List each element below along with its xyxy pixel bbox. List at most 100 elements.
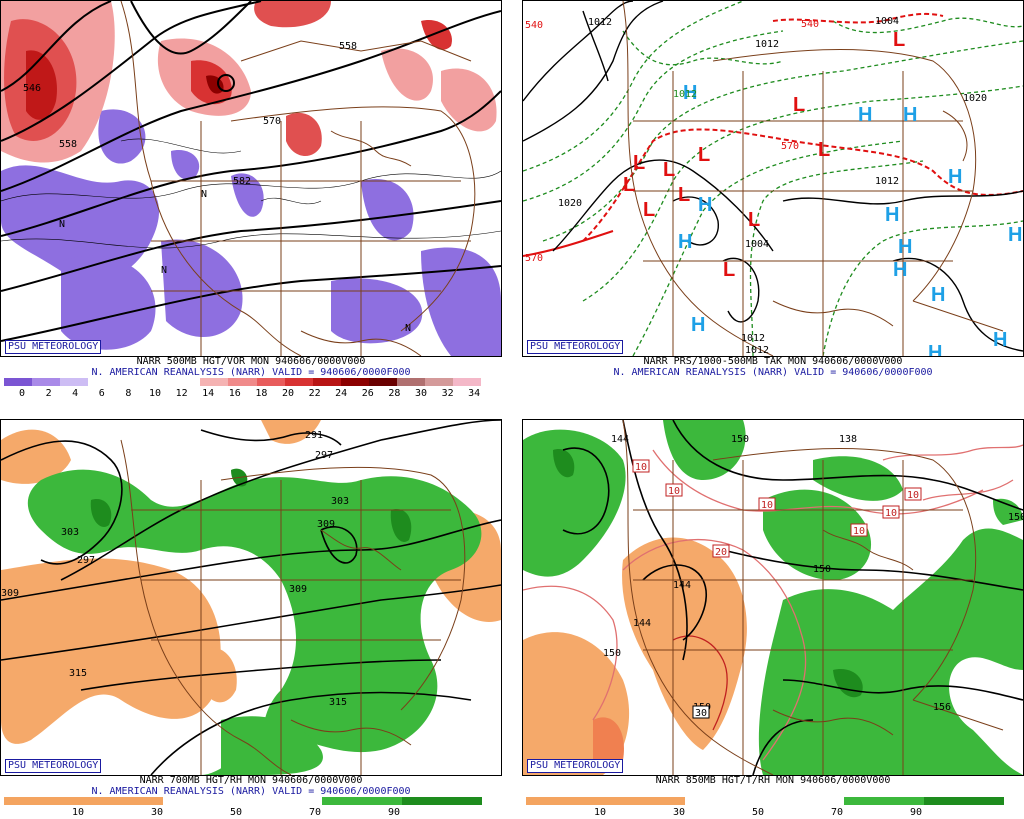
colorbar-tick-label: 30: [672, 807, 686, 818]
colorbar-tick-label: 26: [361, 388, 374, 399]
colorbar-tick-label: 0: [18, 388, 26, 399]
thickness-contours: [523, 1, 1023, 356]
colorbar-tick-label: 70: [830, 807, 844, 818]
colorbar-tick-label: 30: [414, 388, 428, 399]
low-pressure-letter: L: [818, 139, 830, 161]
low-pressure-letter: L: [893, 29, 905, 51]
geography-borders: [120, 1, 476, 356]
colorbar: [4, 797, 482, 805]
temperature-contours: [523, 444, 1023, 761]
high-pressure-letter: H: [698, 194, 712, 216]
colorbar-tick-label: 18: [255, 388, 268, 399]
isobar-label: 1012: [741, 333, 765, 344]
high-pressure-letter: H: [928, 342, 942, 356]
contour-label: 315: [69, 668, 87, 679]
colorbar-tick-label: 90: [387, 807, 401, 818]
colorbar-segment: [368, 378, 398, 386]
contour-label: 546: [23, 83, 41, 94]
panel-title: NARR 700MB HGT/RH MON 940606/0000V000: [139, 775, 363, 786]
vort-positive-area: [254, 1, 331, 28]
colorbar-tick-label: 30: [150, 807, 164, 818]
colorbar-tick-label: 24: [335, 388, 348, 399]
panel-title: NARR 500MB HGT/VOR MON 940606/0000V000: [136, 356, 366, 367]
contour-label: 144: [611, 434, 629, 445]
contour-label: 303: [61, 527, 79, 538]
thickness-critical: [523, 12, 1023, 257]
colorbar-tick-label: 8: [125, 388, 132, 399]
colorbar-segment: [200, 378, 229, 386]
isobar-label: 1012: [588, 17, 612, 28]
vort-positive-area: [381, 48, 433, 101]
colorbar-segment: [144, 378, 173, 386]
temp-label: 10: [761, 500, 773, 511]
temp-label-box: 20: [712, 544, 730, 558]
colorbar: [4, 378, 482, 386]
colorbar-segment: [452, 378, 482, 386]
low-pressure-letter: L: [663, 159, 675, 181]
low-pressure-letter: L: [678, 184, 690, 206]
isobar-labels: 1012 1004 1012 1020 1004 1012 1020 1012 …: [525, 16, 987, 356]
colorbar-tick-label: 28: [388, 388, 401, 399]
contour-label: 558: [339, 41, 357, 52]
colorbar-tick-label: 20: [281, 388, 295, 399]
low-pressure-letter: L: [723, 259, 735, 281]
colorbar-segment: [4, 797, 84, 805]
temp-label: 10: [635, 462, 647, 473]
panel-subtitle: N. AMERICAN REANALYSIS (NARR) VALID = 94…: [91, 367, 411, 378]
isobar-label: 1012: [875, 176, 899, 187]
thickness-label: 540: [525, 20, 543, 31]
high-pressure-letter: H: [678, 231, 692, 253]
colorbar-ticks: 10 30 50 70 90: [526, 807, 1016, 819]
contour-labels: 291 297 303 309 309 303 297 309 315 315: [1, 430, 349, 708]
moist-area: [90, 499, 112, 528]
height-contours: [1, 1, 501, 342]
colorbar-segment: [526, 797, 606, 805]
isobar-label: 1012: [755, 39, 779, 50]
colorbar-tick-label: 16: [228, 388, 241, 399]
temp-label-box: 10: [632, 459, 650, 473]
colorbar-ticks: 0 2 4 6 8 10 12 14 16 18 20 22 24 26 28 30 32 34: [4, 388, 494, 400]
contour-label: 297: [77, 555, 95, 566]
low-pressure-letter: L: [623, 174, 635, 196]
moist-area: [221, 716, 323, 775]
dry-area: [201, 647, 237, 703]
isobar-label: 1020: [963, 93, 987, 104]
isobar-label: 1004: [875, 16, 899, 27]
thickness-label: 570: [525, 253, 543, 264]
map-frame: 291 297 303 309 309 303 297 309 315 315 …: [0, 419, 502, 776]
colorbar-segment: [116, 378, 145, 386]
moist-area: [813, 456, 903, 501]
panel-850mb-temp-rh: 144 150 138 144 150 150 144 150 156 150 …: [522, 419, 1024, 819]
contour-label: 558: [59, 139, 77, 150]
colorbar-segment: [322, 797, 402, 805]
dry-area: [1, 429, 71, 484]
panel-surface-pressure: L L L L L L L L L L L H H H H H H H H H: [522, 0, 1024, 400]
panel-subtitle: N. AMERICAN REANALYSIS (NARR) VALID = 94…: [613, 367, 933, 378]
low-pressure-letter: L: [698, 144, 710, 166]
colorbar-tick-label: 14: [202, 388, 215, 399]
moist-area: [27, 469, 482, 775]
colorbar-segment: [424, 378, 454, 386]
temp-label: 10: [907, 490, 919, 501]
temp-label: 20: [715, 547, 727, 558]
moist-area: [553, 449, 575, 478]
contour-label: 144: [633, 618, 651, 629]
panel-700mb-rh: 291 297 303 309 309 303 297 309 315 315 …: [0, 419, 502, 819]
contour-label: 309: [289, 584, 307, 595]
contour-label: 150: [1008, 512, 1023, 523]
temperature-labels: 10 10 10 10 10 20 30 10: [632, 459, 922, 719]
psu-meteorology-badge: PSU METEOROLOGY: [527, 340, 624, 354]
colorbar-tick-label: 90: [909, 807, 923, 818]
temp-label-box: 10: [758, 497, 776, 511]
contour-label: 150: [731, 434, 749, 445]
isobars: [523, 1, 1023, 352]
moist-area: [663, 420, 746, 480]
colorbar-segment: [284, 378, 314, 386]
contour-label: N: [405, 323, 411, 334]
colorbar-tick-label: 6: [98, 388, 105, 399]
high-pressure-letter: H: [683, 82, 697, 104]
colorbar-segment: [83, 797, 164, 805]
vort-positive-area: [421, 20, 452, 50]
panel-500mb-vorticity: 546 558 570 582 558 N N N N PSU METEOROL…: [0, 0, 502, 400]
map-pressure: L L L L L L L L L L L H H H H H H H H H: [523, 1, 1023, 356]
